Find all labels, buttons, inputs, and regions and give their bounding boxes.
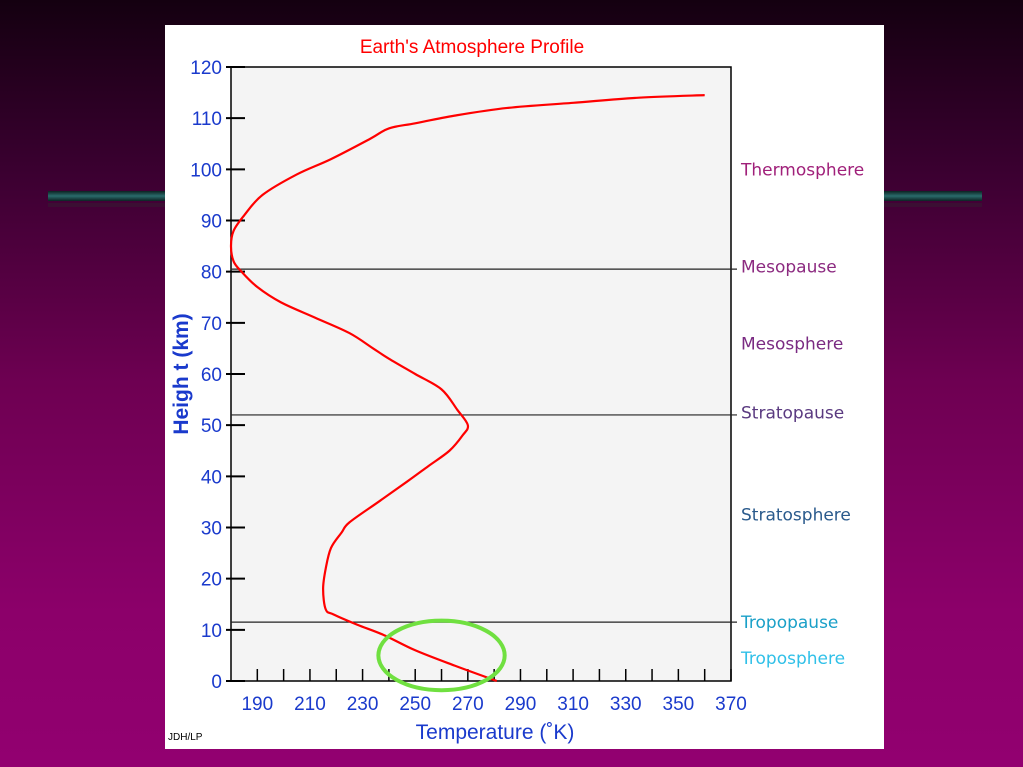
axis-ticks: 190 210 230 250 270 290 310 330 350 370 0 10 20 30 40 5…: [190, 58, 747, 715]
chart-figure: Earth's Atmosphere Profile 190 210 230 250 2…: [165, 25, 884, 749]
chart-title: Earth's Atmosphere Profile: [360, 37, 584, 58]
y-tick-label: 80: [201, 263, 222, 284]
y-axis-label: Heigh t (km): [170, 313, 193, 434]
y-tick-label: 30: [201, 519, 222, 540]
y-tick-label: 110: [192, 109, 222, 130]
layer-label: Troposphere: [740, 649, 845, 669]
decorative-bar-left: [48, 191, 168, 207]
layer-label: Mesosphere: [741, 334, 843, 354]
highlight-ellipse: [376, 618, 507, 693]
layer-labels: Thermosphere Mesopause Mesosphere Stratopau…: [740, 160, 864, 669]
plot-area: [230, 66, 732, 682]
temperature-profile-line: [229, 94, 705, 683]
y-tick-label: 90: [201, 212, 222, 233]
boundary-lines: [231, 268, 737, 623]
atmosphere-profile-chart: Earth's Atmosphere Profile 190 210 230 250 2…: [168, 37, 864, 744]
x-tick-label: 250: [399, 694, 431, 715]
x-tick-label: 210: [294, 694, 326, 715]
y-tick-label: 50: [201, 416, 222, 437]
y-tick-label: 120: [190, 58, 222, 79]
y-tick-label: 70: [201, 314, 222, 335]
y-tick-label: 40: [201, 467, 222, 488]
y-tick-label: 10: [201, 621, 222, 642]
x-tick-label: 270: [452, 694, 484, 715]
y-tick-label: 60: [201, 365, 222, 386]
x-tick-label: 230: [347, 694, 379, 715]
layer-label: Stratopause: [741, 403, 844, 423]
series-layer: [229, 94, 705, 693]
layer-label: Thermosphere: [740, 160, 864, 180]
x-tick-label: 370: [715, 694, 747, 715]
credit-text: JDH/LP: [168, 732, 203, 743]
x-axis-label: Temperature (˚K): [416, 721, 575, 744]
y-tick-label: 20: [201, 570, 222, 591]
x-tick-label: 290: [505, 694, 537, 715]
x-tick-label: 330: [610, 694, 642, 715]
x-tick-label: 350: [663, 694, 695, 715]
layer-label: Tropopause: [740, 613, 838, 633]
layer-label: Mesopause: [741, 258, 837, 278]
layer-label: Stratosphere: [741, 506, 851, 526]
x-tick-label: 310: [557, 694, 589, 715]
y-tick-label: 0: [211, 672, 222, 693]
decorative-bar-right: [884, 191, 982, 207]
x-tick-label: 190: [241, 694, 273, 715]
y-tick-label: 100: [190, 160, 222, 181]
